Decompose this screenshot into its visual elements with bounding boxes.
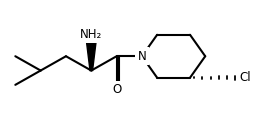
Text: N: N bbox=[137, 50, 146, 63]
Polygon shape bbox=[86, 40, 96, 71]
Text: NH₂: NH₂ bbox=[80, 28, 102, 41]
Text: Cl: Cl bbox=[239, 71, 251, 84]
Text: O: O bbox=[112, 83, 121, 96]
